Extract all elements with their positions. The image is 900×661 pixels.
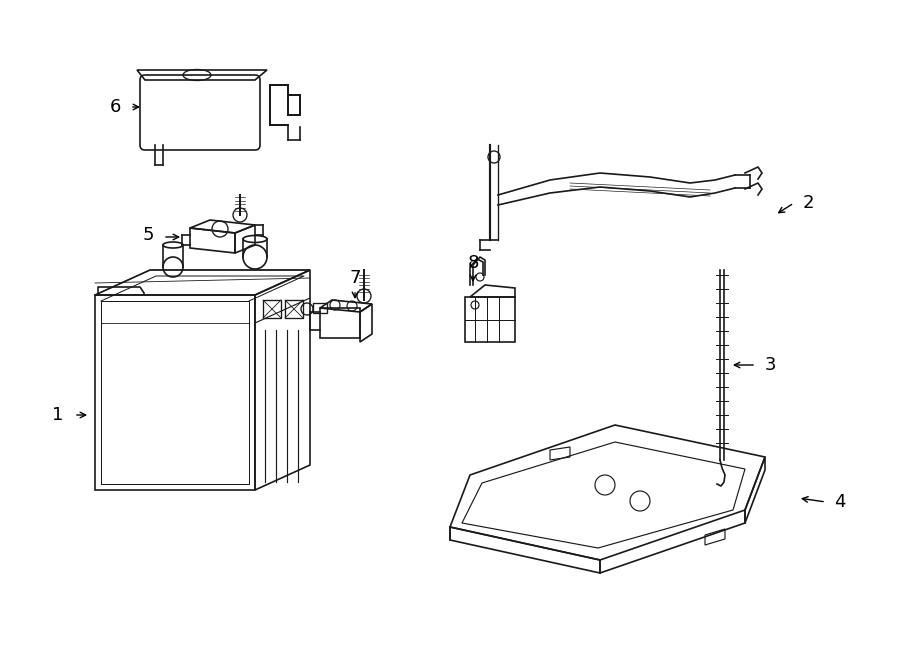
Text: 4: 4 <box>834 493 846 511</box>
Text: 3: 3 <box>764 356 776 374</box>
Bar <box>465 297 515 342</box>
Text: 6: 6 <box>109 98 121 116</box>
Text: 1: 1 <box>52 406 64 424</box>
Bar <box>285 300 303 318</box>
Text: 7: 7 <box>349 269 361 287</box>
Text: 5: 5 <box>142 226 154 244</box>
Text: 2: 2 <box>802 194 814 212</box>
Bar <box>263 300 281 318</box>
Bar <box>320 308 360 338</box>
Ellipse shape <box>243 235 267 243</box>
Ellipse shape <box>163 242 183 248</box>
Bar <box>313 303 327 313</box>
Text: 8: 8 <box>467 254 479 272</box>
